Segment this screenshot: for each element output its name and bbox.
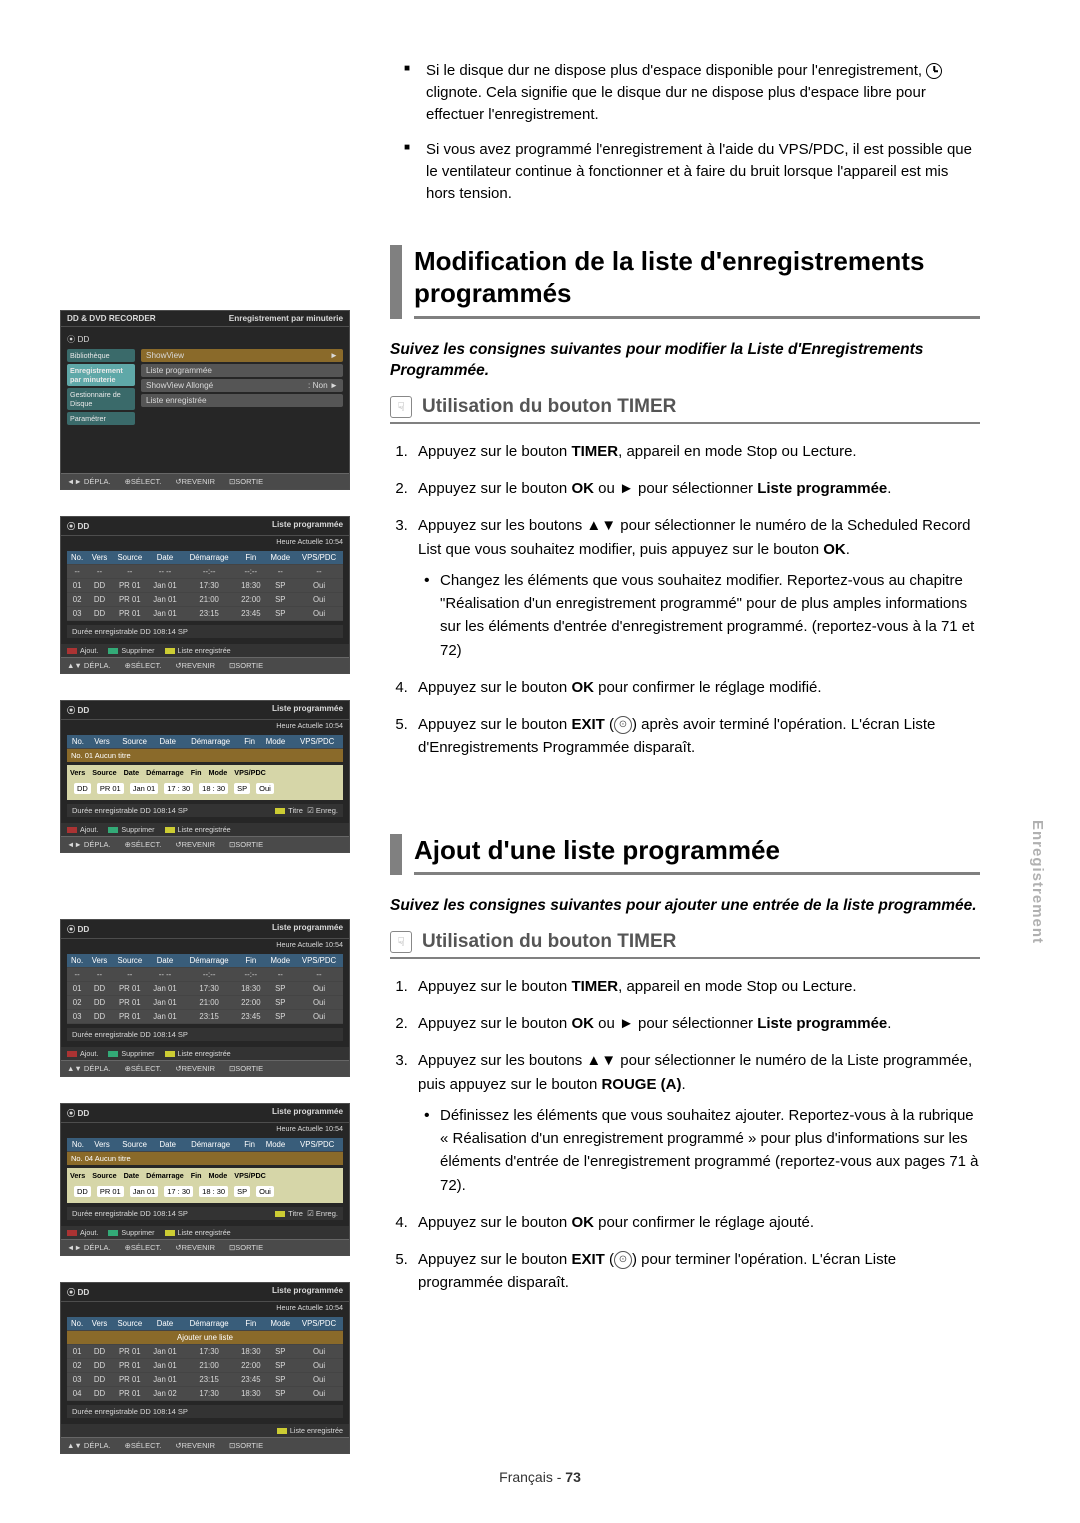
step-item: Appuyez sur le bouton OK pour confirmer … (412, 676, 980, 699)
step-item: Appuyez sur le bouton EXIT (⊙) après avo… (412, 713, 980, 760)
section-2-steps: Appuyez sur le bouton TIMER, appareil en… (412, 975, 980, 1295)
device-subtitle: Enregistrement par minuterie (229, 314, 343, 323)
device-menu: DD & DVD RECORDER Enregistrement par min… (60, 310, 350, 490)
exit-icon: ⊙ (614, 716, 632, 734)
sidemenu-item: Bibliothèque (67, 349, 135, 362)
section-1-steps: Appuyez sur le bouton TIMER, appareil en… (412, 440, 980, 760)
device-edit-4: ⦿ DDListe programmée Heure Actuelle 10:5… (60, 1103, 350, 1256)
step-item: Appuyez sur les boutons ▲▼ pour sélectio… (412, 1049, 980, 1197)
device-screenshots-column: DD & DVD RECORDER Enregistrement par min… (60, 60, 350, 1480)
section-1-subhead: ☟ Utilisation du bouton TIMER (390, 396, 980, 424)
clock-icon (926, 63, 942, 79)
section-2-intro: Suivez les consignes suivantes pour ajou… (390, 895, 980, 917)
no-title-label: No. 01 Aucun titre (67, 749, 343, 762)
subhead-text: Utilisation du bouton TIMER (422, 931, 676, 953)
sidebar-tab-label: Enregistrement (1029, 820, 1046, 944)
device-edit-1: ⦿ DDListe programmée Heure Actuelle 10:5… (60, 700, 350, 853)
device-list-2: ⦿ DDListe programmée Heure Actuelle 10:5… (60, 919, 350, 1077)
content-column: Si le disque dur ne dispose plus d'espac… (390, 60, 1020, 1480)
sidemenu-item: Paramétrer (67, 412, 135, 425)
exit-icon: ⊙ (614, 1251, 632, 1269)
step-item: Appuyez sur le bouton OK ou ► pour sélec… (412, 1012, 980, 1035)
device-list-added: ⦿ DDListe programmée Heure Actuelle 10:5… (60, 1282, 350, 1454)
step-item: Appuyez sur le bouton OK ou ► pour sélec… (412, 477, 980, 500)
sub-bullet: Définissez les éléments que vous souhait… (440, 1104, 980, 1197)
section-1-title: Modification de la liste d'enregistremen… (390, 245, 980, 319)
sidemenu-item: Gestionnaire de Disque (67, 388, 135, 410)
section-2-title: Ajout d'une liste programmée (390, 834, 980, 876)
sidemenu-item: Enregistrement par minuterie (67, 364, 135, 386)
schedule-table: No.VersSourceDateDémarrageFinModeVPS/PDC… (67, 551, 343, 621)
section-2-subhead: ☟ Utilisation du bouton TIMER (390, 931, 980, 959)
page-footer: Français - 73 (0, 1469, 1080, 1485)
hand-icon: ☟ (390, 931, 412, 953)
no-title-label: No. 04 Aucun titre (67, 1152, 343, 1165)
subhead-text: Utilisation du bouton TIMER (422, 396, 676, 418)
side-menu: Bibliothèque Enregistrement par minuteri… (67, 349, 135, 427)
section-heading: Modification de la liste d'enregistremen… (414, 245, 980, 310)
menu-items: ShowView► Liste programmée ShowView Allo… (141, 349, 343, 409)
bullet-item: Si le disque dur ne dispose plus d'espac… (426, 60, 980, 125)
section-heading: Ajout d'une liste programmée (414, 834, 980, 867)
section-1-intro: Suivez les consignes suivantes pour modi… (390, 339, 980, 382)
step-item: Appuyez sur le bouton EXIT (⊙) pour term… (412, 1248, 980, 1295)
step-item: Appuyez sur le bouton TIMER, appareil en… (412, 440, 980, 463)
top-bullets: Si le disque dur ne dispose plus d'espac… (426, 60, 980, 205)
device-title: DD & DVD RECORDER (67, 314, 156, 323)
bullet-item: Si vous avez programmé l'enregistrement … (426, 139, 980, 204)
sub-bullet: Changez les éléments que vous souhaitez … (440, 569, 980, 662)
step-item: Appuyez sur le bouton OK pour confirmer … (412, 1211, 980, 1234)
step-item: Appuyez sur les boutons ▲▼ pour sélectio… (412, 514, 980, 662)
device-list-1: ⦿ DDListe programmée Heure Actuelle 10:5… (60, 516, 350, 674)
hdd-label: DD (77, 335, 89, 344)
foot-depla: ◄► DÉPLA. (67, 477, 111, 486)
step-item: Appuyez sur le bouton TIMER, appareil en… (412, 975, 980, 998)
hand-icon: ☟ (390, 396, 412, 418)
